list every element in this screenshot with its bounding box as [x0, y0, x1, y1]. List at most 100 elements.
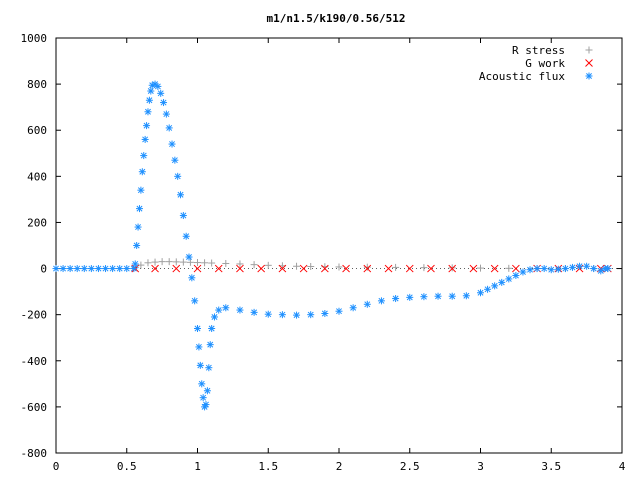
data-point-acoustic-flux: [448, 292, 456, 300]
legend-label-r-stress: R stress: [512, 44, 565, 57]
data-point-acoustic-flux: [583, 262, 591, 270]
data-point-acoustic-flux: [147, 87, 155, 95]
x-tick-label: 2.5: [400, 460, 420, 473]
data-point-g-work: [512, 264, 520, 273]
data-point-acoustic-flux: [140, 152, 148, 160]
y-tick-label: 200: [27, 216, 47, 229]
legend-marker-g-work: [585, 59, 593, 67]
data-point-acoustic-flux: [94, 265, 102, 273]
data-point-acoustic-flux: [547, 266, 555, 274]
data-point-acoustic-flux: [278, 311, 286, 319]
y-tick-label: -400: [21, 355, 48, 368]
data-point-acoustic-flux: [215, 306, 223, 314]
data-point-g-work: [448, 264, 457, 273]
data-point-acoustic-flux: [144, 108, 152, 116]
data-point-acoustic-flux: [109, 265, 117, 273]
data-point-acoustic-flux: [138, 168, 146, 176]
x-tick-label: 1: [194, 460, 201, 473]
data-point-acoustic-flux: [135, 205, 143, 213]
data-point-acoustic-flux: [498, 278, 506, 286]
data-point-acoustic-flux: [307, 311, 315, 319]
data-point-acoustic-flux: [179, 212, 187, 220]
data-point-g-work: [427, 264, 435, 273]
y-tick-label: -600: [21, 401, 48, 414]
data-point-acoustic-flux: [568, 263, 576, 271]
data-point-acoustic-flux: [590, 265, 598, 273]
data-point-g-work: [214, 264, 223, 273]
data-point-acoustic-flux: [363, 300, 371, 308]
data-point-acoustic-flux: [208, 325, 216, 332]
data-point-acoustic-flux: [202, 401, 210, 409]
legend-label-acoustic-flux: Acoustic flux: [479, 70, 565, 83]
data-point-acoustic-flux: [293, 311, 301, 319]
data-point-acoustic-flux: [154, 82, 162, 90]
data-point-g-work: [193, 264, 202, 273]
x-tick-label: 4: [619, 460, 626, 473]
data-point-acoustic-flux: [321, 310, 329, 318]
x-tick-label: 0.5: [117, 460, 137, 473]
data-point-acoustic-flux: [196, 361, 204, 369]
data-point-r-stress: [392, 263, 400, 271]
data-point-acoustic-flux: [162, 110, 170, 118]
data-point-r-stress: [335, 263, 343, 271]
data-point-r-stress: [172, 258, 180, 266]
legend-marker-r-stress: [585, 46, 593, 54]
data-point-g-work: [490, 264, 499, 273]
data-point-r-stress: [144, 259, 152, 267]
data-point-acoustic-flux: [194, 325, 201, 332]
series-layer: [52, 80, 612, 411]
data-point-acoustic-flux: [222, 304, 230, 312]
data-point-acoustic-flux: [199, 394, 207, 402]
data-point-r-stress: [179, 258, 187, 266]
data-point-acoustic-flux: [491, 282, 499, 290]
data-point-g-work: [151, 264, 159, 273]
data-point-acoustic-flux: [123, 265, 131, 273]
data-point-r-stress: [208, 259, 216, 267]
data-point-acoustic-flux: [210, 313, 218, 321]
data-point-g-work: [384, 264, 393, 273]
data-point-g-work: [342, 264, 350, 273]
data-point-g-work: [278, 264, 287, 273]
data-point-acoustic-flux: [188, 274, 196, 282]
data-point-g-work: [299, 264, 308, 273]
x-tick-label: 0: [53, 460, 60, 473]
axis-ticks: [55, 37, 623, 454]
data-point-acoustic-flux: [604, 265, 612, 273]
data-point-r-stress: [264, 261, 272, 269]
plot-border: [55, 37, 623, 454]
data-point-g-work: [405, 264, 414, 273]
x-tick-label: 3: [477, 460, 484, 473]
data-point-acoustic-flux: [576, 262, 584, 270]
x-tick-label: 1.5: [258, 460, 278, 473]
data-point-r-stress: [505, 264, 513, 272]
data-point-acoustic-flux: [168, 140, 176, 148]
data-point-acoustic-flux: [145, 96, 153, 104]
data-point-acoustic-flux: [195, 343, 203, 351]
data-point-acoustic-flux: [174, 172, 182, 180]
data-point-acoustic-flux: [335, 307, 343, 315]
data-point-r-stress: [194, 259, 201, 267]
data-point-acoustic-flux: [462, 292, 470, 300]
data-point-acoustic-flux: [505, 275, 513, 283]
y-tick-label: -800: [21, 447, 48, 460]
data-point-acoustic-flux: [349, 304, 357, 312]
data-point-acoustic-flux: [477, 289, 484, 297]
data-point-r-stress: [186, 258, 194, 266]
data-point-acoustic-flux: [206, 341, 214, 349]
data-point-acoustic-flux: [377, 297, 385, 305]
data-point-g-work: [469, 264, 478, 273]
data-point-r-stress: [151, 258, 159, 266]
data-point-acoustic-flux: [134, 223, 142, 231]
data-point-acoustic-flux: [484, 285, 492, 293]
data-point-acoustic-flux: [540, 265, 548, 273]
data-point-acoustic-flux: [52, 265, 60, 273]
data-point-acoustic-flux: [554, 265, 562, 273]
data-point-acoustic-flux: [420, 293, 428, 301]
data-point-r-stress: [201, 259, 209, 267]
data-point-r-stress: [307, 262, 315, 270]
data-point-r-stress: [293, 262, 301, 270]
series-r-stress: [131, 258, 612, 273]
data-point-acoustic-flux: [236, 306, 244, 314]
data-point-acoustic-flux: [191, 297, 199, 305]
